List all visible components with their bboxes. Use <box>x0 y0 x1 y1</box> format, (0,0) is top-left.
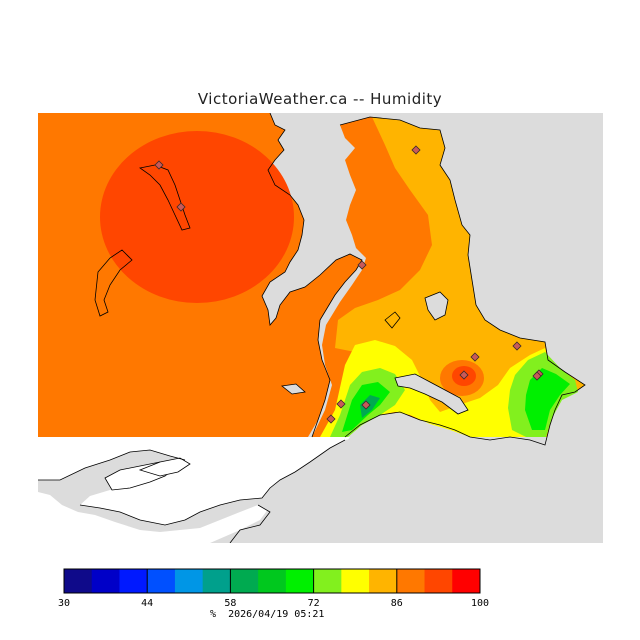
colorbar-tick-label: 72 <box>307 598 320 609</box>
colorbar-swatch <box>452 569 481 593</box>
island-bay-2 <box>384 311 401 329</box>
colorbar-swatch <box>147 569 176 593</box>
colorbar-swatch <box>64 569 93 593</box>
station-marker[interactable] <box>470 352 480 362</box>
colorbar-swatch <box>119 569 148 593</box>
island-northwest <box>139 164 191 231</box>
colorbar-tick-label: 100 <box>470 598 490 609</box>
colorbar-swatch <box>396 569 426 593</box>
colorbar-swatch <box>424 569 453 593</box>
island-west <box>94 249 133 317</box>
station-marker[interactable] <box>176 202 186 212</box>
station-marker[interactable] <box>459 370 469 380</box>
humidity-region-green-core <box>525 368 570 430</box>
unit-label: % <box>210 609 217 620</box>
humidity-region-teal <box>360 395 380 418</box>
harbour-inlet <box>394 373 469 415</box>
humidity-colorbar <box>63 568 481 594</box>
coastline-us <box>38 439 346 543</box>
station-markers <box>154 145 544 424</box>
colorbar-swatch <box>313 569 342 593</box>
us-island-2 <box>138 457 191 477</box>
island-strait <box>281 383 306 395</box>
station-marker[interactable] <box>512 341 522 351</box>
colorbar-swatch <box>174 569 204 593</box>
colorbar-swatch <box>341 569 370 593</box>
coastline-peninsula <box>339 116 586 446</box>
colorbar-tick-label: 30 <box>57 598 71 609</box>
station-marker[interactable] <box>532 371 542 381</box>
map-footer: % 2026/04/19 05:21 <box>210 609 324 620</box>
station-marker[interactable] <box>326 414 336 424</box>
station-marker[interactable] <box>336 399 346 409</box>
colorbar-swatch <box>230 569 259 593</box>
humidity-region-northwest-high <box>100 131 294 303</box>
island-bay <box>424 291 449 321</box>
colorbar-swatch <box>258 569 287 593</box>
colorbar-tick-label: 58 <box>224 598 237 609</box>
colorbar-swatch <box>202 569 231 593</box>
station-marker[interactable] <box>361 400 371 410</box>
colorbar-swatch <box>91 569 120 593</box>
colorbar-swatch <box>369 569 398 593</box>
station-marker[interactable] <box>411 145 421 155</box>
colorbar-tick-label: 44 <box>141 598 154 609</box>
station-marker[interactable] <box>357 260 367 270</box>
timestamp: 2026/04/19 05:21 <box>228 609 325 620</box>
colorbar-tick-label: 86 <box>390 598 403 609</box>
colorbar-border <box>63 568 481 594</box>
colorbar-swatch <box>285 569 315 593</box>
map-title: VictoriaWeather.ca -- Humidity <box>197 90 443 108</box>
coastline-west <box>261 113 363 438</box>
station-marker[interactable] <box>154 160 164 170</box>
